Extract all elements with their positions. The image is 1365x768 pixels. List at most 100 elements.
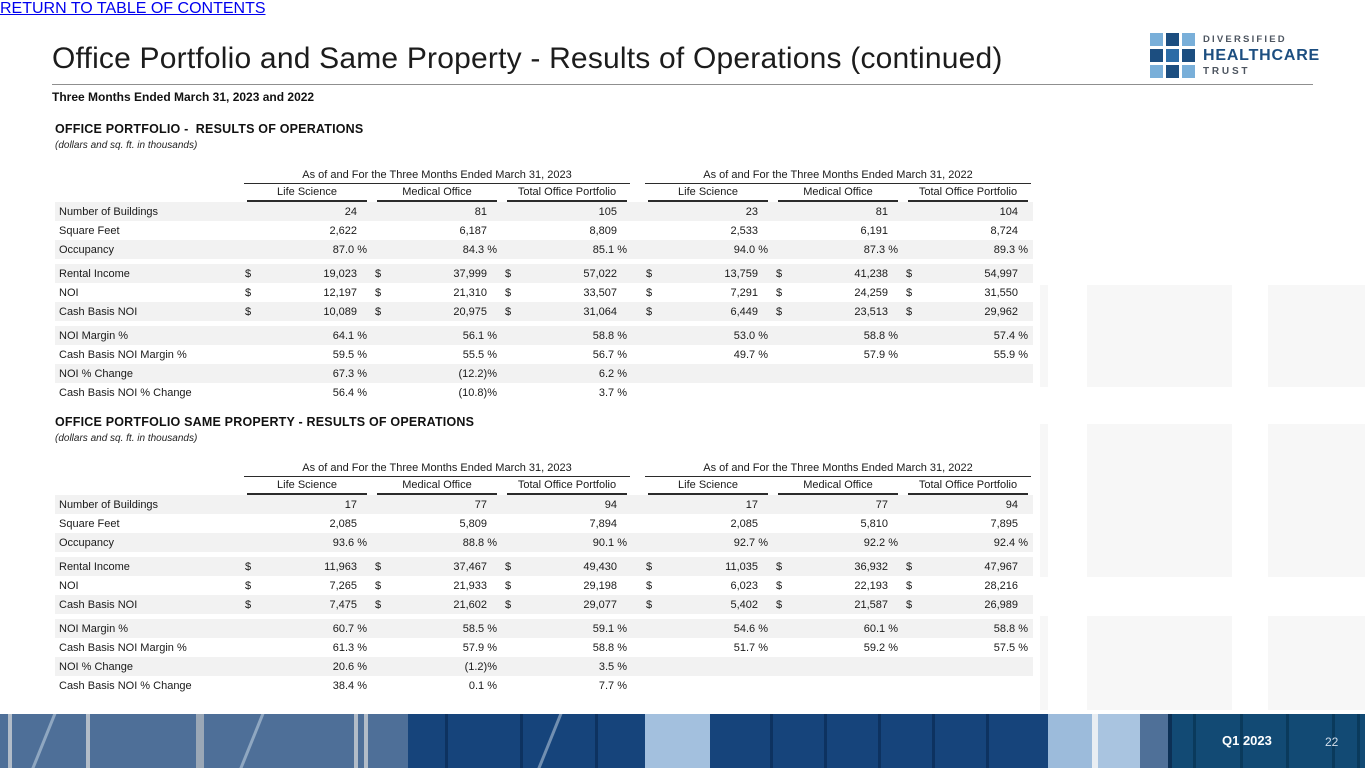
- dollar-sign: $: [903, 302, 921, 321]
- table-row: Number of Buildings 24 81 105 23 81 104: [55, 202, 1033, 221]
- cell-value: [791, 383, 903, 402]
- dollar-sign: $: [242, 264, 260, 283]
- logo-grid-square: [1166, 65, 1179, 78]
- dollar-sign: [773, 202, 791, 221]
- cell-value: 57,022: [520, 264, 632, 283]
- cell-value: 38.4 %: [332, 679, 367, 692]
- dollar-sign: $: [903, 595, 921, 614]
- dollar-sign: [242, 240, 260, 259]
- cell-value: 20,975: [390, 302, 502, 321]
- cell-value: 12,197: [323, 286, 357, 299]
- dollar-sign: [502, 638, 520, 657]
- dollar-sign: $: [502, 302, 520, 321]
- cell-value: 2,085: [329, 517, 357, 530]
- footer-mullion: [1357, 714, 1360, 768]
- dollar-sign: [372, 364, 390, 383]
- dollar-sign: [903, 202, 921, 221]
- cell-value: 31,550: [984, 286, 1018, 299]
- dollar-sign: $: [773, 264, 791, 283]
- period-group-header: As of and For the Three Months Ended Mar…: [645, 169, 1031, 184]
- logo-grid-square: [1150, 49, 1163, 62]
- cell-value: 56.7 %: [592, 348, 627, 361]
- dollar-sign: [773, 345, 791, 364]
- cell-value: 92.7 %: [661, 533, 773, 552]
- cell-value: 77: [390, 495, 502, 514]
- dollar-sign: $: [502, 264, 520, 283]
- column-header: Total Office Portfolio: [908, 186, 1028, 202]
- section-title-office-portfolio: OFFICE PORTFOLIO - RESULTS OF OPERATIONS: [55, 122, 364, 136]
- logo-grid-square: [1182, 49, 1195, 62]
- dollar-sign: [773, 326, 791, 345]
- cell-value: 58.5 %: [390, 619, 502, 638]
- logo-line-trust: TRUST: [1203, 65, 1251, 77]
- cell-value: 94.0 %: [661, 240, 773, 259]
- dollar-sign: [643, 326, 661, 345]
- dollar-sign: $: [906, 286, 913, 299]
- row-label: Rental Income: [55, 557, 242, 576]
- cell-value: 17: [661, 495, 773, 514]
- return-to-toc-link[interactable]: RETURN TO TABLE OF CONTENTS: [0, 0, 266, 17]
- dollar-sign: $: [773, 302, 791, 321]
- cell-value: 85.1 %: [520, 240, 632, 259]
- cell-value: [921, 364, 1033, 383]
- dollar-sign: [502, 221, 520, 240]
- cell-value: 29,077: [520, 595, 632, 614]
- footer-mullion: [1332, 714, 1335, 768]
- cell-value: 21,933: [453, 579, 487, 592]
- dollar-sign: [903, 240, 921, 259]
- background-rectangle: [1040, 424, 1048, 577]
- row-label: Rental Income: [55, 264, 242, 283]
- dollar-sign: [502, 364, 520, 383]
- column-header: Medical Office: [778, 479, 898, 495]
- dollar-sign: $: [502, 557, 520, 576]
- page-title: Office Portfolio and Same Property - Res…: [52, 42, 1003, 75]
- cell-value: 57.9 %: [863, 348, 898, 361]
- section-note: (dollars and sq. ft. in thousands): [55, 140, 198, 151]
- cell-value: [921, 383, 1033, 402]
- row-group-separator: [55, 552, 1033, 557]
- dollar-sign: $: [646, 579, 653, 592]
- cell-value: 13,759: [661, 264, 773, 283]
- cell-value: [661, 364, 773, 383]
- row-group-separator: [55, 259, 1033, 264]
- dollar-sign: [643, 202, 661, 221]
- dollar-sign: [502, 619, 520, 638]
- cell-value: [661, 676, 773, 695]
- table-row: NOI $12,197 $21,310 $33,507 $7,291 $24,259 $31…: [55, 283, 1033, 302]
- logo-line-healthcare: HEALTHCARE: [1203, 46, 1321, 64]
- cell-value: (1.2)%: [390, 657, 502, 676]
- cell-value: 21,310: [453, 286, 487, 299]
- cell-value: 6,023: [730, 579, 758, 592]
- footer-panel: [1048, 714, 1092, 768]
- dollar-sign: [643, 657, 661, 676]
- cell-value: 2,533: [730, 224, 758, 237]
- dollar-sign: [502, 240, 520, 259]
- footer-building-photo: [0, 714, 1365, 768]
- cell-value: 19,023: [260, 264, 372, 283]
- cell-value: 47,967: [921, 557, 1033, 576]
- column-header: Life Science: [247, 186, 367, 202]
- dollar-sign: [643, 221, 661, 240]
- dollar-sign: [903, 638, 921, 657]
- row-label: Number of Buildings: [55, 202, 242, 221]
- dollar-sign: [372, 676, 390, 695]
- footer-mullion: [595, 714, 598, 768]
- period-group-header: As of and For the Three Months Ended Mar…: [244, 169, 630, 184]
- background-rectangle: [1268, 285, 1365, 387]
- table-row: Square Feet 2,622 6,187 8,809 2,533 6,191 8,72…: [55, 221, 1033, 240]
- cell-value: 7,265: [329, 579, 357, 592]
- dollar-sign: $: [505, 579, 512, 592]
- footer-panel: [1172, 714, 1365, 768]
- dollar-sign: [773, 514, 791, 533]
- cell-value: 8,809: [589, 224, 617, 237]
- dollar-sign: $: [643, 302, 661, 321]
- dollar-sign: $: [903, 264, 921, 283]
- cell-value: 57.4 %: [921, 326, 1033, 345]
- dollar-sign: [643, 619, 661, 638]
- cell-value: 21,602: [390, 595, 502, 614]
- background-rectangle: [1087, 285, 1232, 387]
- same-property-table: As of and For the Three Months Ended Mar…: [55, 459, 1033, 695]
- dollar-sign: $: [242, 302, 260, 321]
- dollar-sign: [242, 657, 260, 676]
- table-row: Number of Buildings 17 77 94 17 77 94: [55, 495, 1033, 514]
